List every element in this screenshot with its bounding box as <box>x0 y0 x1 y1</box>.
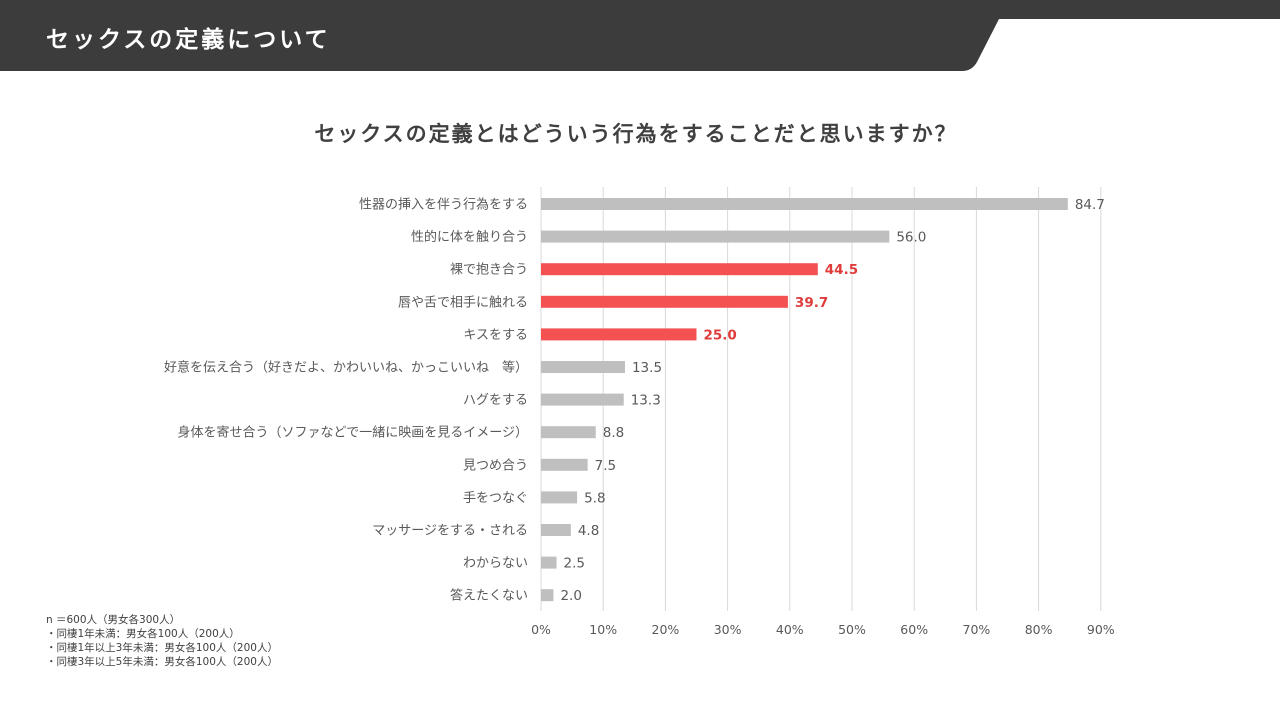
bar <box>541 198 1068 210</box>
value-label: 13.5 <box>632 360 662 376</box>
bar <box>541 491 578 504</box>
note-line: ・同棲1年以上3年未満：男女各100人（200人） <box>46 642 278 654</box>
value-label: 25.0 <box>704 327 737 343</box>
category-label: 性的に体を触り合う <box>411 229 528 245</box>
x-tick-label: 20% <box>652 622 680 637</box>
x-tick-label: 0% <box>531 622 551 637</box>
value-label: 4.8 <box>578 523 599 539</box>
note-line: ・同棲3年以上5年未満：男女各100人（200人） <box>46 656 278 668</box>
category-label: 見つめ合う <box>463 458 528 473</box>
value-label: 2.0 <box>560 588 581 604</box>
category-labels: 性器の挿入を伴う行為をする性的に体を触り合う裸で抱き合う唇や舌で相手に触れるキス… <box>164 197 528 604</box>
x-tick-label: 90% <box>1087 622 1115 637</box>
sample-notes: n ＝600人（男女各300人） ・同棲1年未満：男女各100人（200人） ・… <box>46 613 278 669</box>
value-label: 39.7 <box>795 295 828 311</box>
value-label: 84.7 <box>1075 197 1105 213</box>
bar <box>541 524 571 536</box>
grid-lines <box>540 187 1102 611</box>
bar <box>541 328 697 341</box>
bars <box>541 198 1068 602</box>
bar <box>541 361 625 373</box>
page-title: セックスの定義について <box>46 27 331 53</box>
bar <box>541 263 818 276</box>
category-label: ハグをする <box>463 393 528 408</box>
x-tick-label: 50% <box>838 622 866 637</box>
banner-shape <box>0 0 1280 71</box>
bar <box>541 230 890 243</box>
category-label: 唇や舌で相手に触れる <box>398 295 528 310</box>
bar <box>541 556 557 569</box>
x-tick-labels: 0% 10% 20% 30% 40% 50% 60% 70% 80% 90% <box>531 622 1115 637</box>
chart-title: セックスの定義とはどういう行為をすることだと思いますか？ <box>314 122 958 146</box>
x-tick-label: 40% <box>776 622 804 637</box>
value-labels: 84.7 56.0 44.5 39.7 25.0 13.5 13.3 8.8 7.5 5.8 4.8… <box>560 197 1104 604</box>
category-label: わからない <box>463 556 528 571</box>
bar <box>541 426 596 439</box>
value-label: 56.0 <box>896 230 926 246</box>
category-label: 裸で抱き合う <box>450 262 528 278</box>
bar <box>541 393 624 406</box>
category-label: 好意を伝え合う（好きだよ、かわいいね、かっこいいね 等） <box>164 360 528 376</box>
x-tick-label: 80% <box>1025 622 1053 637</box>
bar <box>541 295 788 308</box>
header-banner <box>0 0 1280 72</box>
banner-dark-band <box>0 0 1280 71</box>
x-tick-label: 30% <box>714 622 742 637</box>
bar <box>541 589 554 602</box>
value-label: 13.3 <box>631 393 661 409</box>
value-label: 8.8 <box>603 425 624 441</box>
value-label: 44.5 <box>825 262 858 278</box>
bar <box>541 458 588 471</box>
category-label: 性器の挿入を伴う行為をする <box>359 197 528 213</box>
category-label: 手をつなぐ <box>463 491 528 506</box>
note-line: n ＝600人（男女各300人） <box>46 614 181 626</box>
category-label: キスをする <box>463 328 528 343</box>
x-tick-label: 70% <box>963 622 991 637</box>
value-label: 2.5 <box>564 556 585 572</box>
category-label: 答えたくない <box>450 588 528 604</box>
category-label: 身体を寄せ合う（ソファなどで一緒に映画を見るイメージ） <box>178 425 528 441</box>
value-label: 7.5 <box>595 458 616 474</box>
note-line: ・同棲1年未満：男女各100人（200人） <box>46 628 240 640</box>
category-label: マッサージをする・される <box>372 524 528 539</box>
value-label: 5.8 <box>584 490 605 506</box>
x-tick-label: 10% <box>589 622 617 637</box>
x-tick-label: 60% <box>900 622 928 637</box>
